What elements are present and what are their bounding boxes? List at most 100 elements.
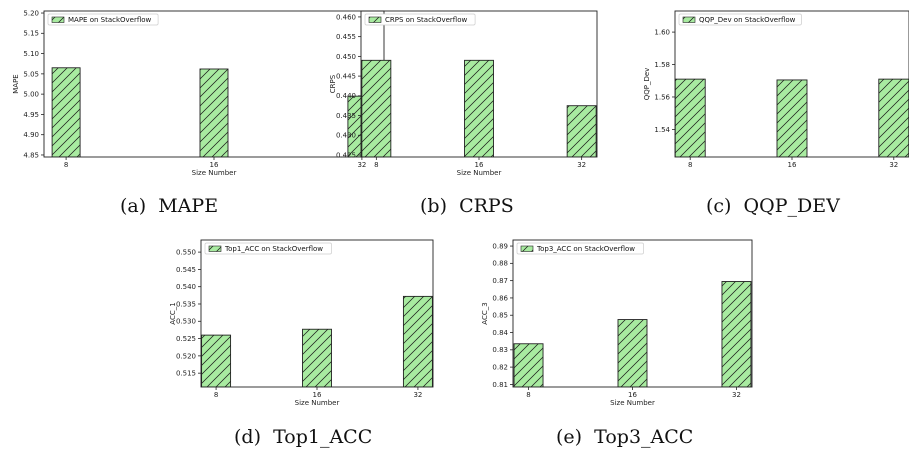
y-tick-label: 0.450: [336, 53, 356, 61]
subplot-4: 0.515 0.520 0.525 0.530 0.535 0.540 0.545 0.550…: [169, 239, 434, 448]
x-axis-label: Size Number: [610, 399, 655, 407]
y-tick-label: 1.56: [654, 93, 670, 101]
y-tick-label: 0.82: [492, 364, 508, 372]
bars: [361, 59, 597, 157]
y-axis-label: CRPS: [329, 74, 337, 93]
legend: QQP_Dev on StackOverflow: [678, 13, 802, 26]
x-tick-label: 32: [413, 391, 422, 399]
y-tick-label: 0.430: [336, 132, 356, 140]
bar-8: [675, 78, 706, 157]
legend-label: QQP_Dev on StackOverflow: [699, 16, 796, 24]
legend-box: [678, 13, 802, 26]
bar-32: [402, 295, 433, 387]
legend-swatch: [682, 16, 696, 23]
subfigure-caption: (e) Top3_ACC: [556, 426, 693, 448]
y-tick-label: 0.85: [492, 312, 508, 320]
x-tick-label: 16: [475, 161, 484, 169]
bars: [513, 281, 752, 387]
bar-16: [617, 319, 648, 387]
bar-32: [566, 105, 597, 157]
x-axis-label: Size Number: [192, 169, 237, 177]
subplot-3: 1.54 1.56 1.58 1.60 8 16 32 QQP_Dev QQP_Dev on S…: [643, 10, 909, 217]
bar-16: [199, 68, 229, 157]
x-tick-label: 16: [628, 391, 637, 399]
legend-box: [47, 13, 159, 26]
x-tick-label: 8: [688, 161, 692, 169]
y-axis-label: ACC_1: [169, 302, 177, 324]
y-tick-label: 0.520: [176, 352, 196, 360]
x-tick-label: 32: [889, 161, 898, 169]
y-tick-label: 0.425: [336, 151, 356, 159]
bar-16: [776, 79, 808, 157]
y-tick-label: 4.90: [23, 131, 39, 139]
legend: MAPE on StackOverflow: [47, 13, 159, 26]
legend-swatch: [51, 16, 65, 23]
y-tick-label: 4.85: [23, 151, 39, 159]
y-tick-label: 0.88: [492, 260, 508, 268]
x-tick-label: 8: [214, 391, 218, 399]
y-tick-label: 1.60: [654, 28, 670, 36]
y-tick-label: 0.87: [492, 277, 508, 285]
y-tick-label: 5.10: [23, 50, 39, 58]
y-tick-label: 0.550: [176, 249, 196, 257]
legend-label: Top1_ACC on StackOverflow: [224, 245, 323, 253]
y-axis-label: MAPE: [12, 74, 20, 93]
y-tick-label: 0.86: [492, 294, 508, 302]
legend-swatch: [368, 16, 382, 23]
y-tick-label: 1.58: [654, 61, 670, 69]
y-tick-label: 0.540: [176, 283, 196, 291]
legend-label: MAPE on StackOverflow: [68, 16, 152, 24]
bars: [675, 78, 909, 157]
y-tick-label: 1.54: [654, 126, 670, 134]
x-tick-label: 32: [732, 391, 741, 399]
y-tick-label: 4.95: [23, 111, 39, 119]
subfigure-caption: (d) Top1_ACC: [234, 426, 372, 448]
y-tick-label: 0.530: [176, 318, 196, 326]
y-tick-label: 0.525: [176, 335, 196, 343]
bar-16: [464, 59, 494, 157]
y-tick-label: 5.05: [23, 70, 39, 78]
x-tick-label: 16: [788, 161, 797, 169]
x-tick-label: 16: [313, 391, 322, 399]
x-tick-label: 16: [210, 161, 219, 169]
y-tick-label: 5.00: [23, 91, 39, 99]
subfigure-caption: (a) MAPE: [120, 195, 218, 217]
bars: [201, 295, 433, 387]
y-tick-label: 5.15: [23, 30, 39, 38]
x-tick-label: 8: [374, 161, 378, 169]
y-tick-label: 0.440: [336, 92, 356, 100]
bar-32: [721, 281, 752, 387]
y-tick-label: 0.89: [492, 242, 508, 250]
x-axis-label: Size Number: [457, 169, 502, 177]
x-tick-label: 32: [357, 161, 366, 169]
subfigure-caption: (c) QQP_DEV: [706, 195, 840, 217]
x-tick-label: 32: [577, 161, 586, 169]
legend-swatch: [208, 245, 222, 252]
y-tick-label: 0.81: [492, 381, 508, 389]
legend-label: Top3_ACC on StackOverflow: [536, 245, 635, 253]
bar-8: [513, 343, 544, 387]
y-tick-label: 0.445: [336, 73, 356, 81]
bar-8: [201, 334, 232, 387]
subplot-1: 4.85 4.90 4.95 5.00 5.05 5.10 5.15 5.20 8 16 32 Siz…: [12, 9, 385, 217]
bar-32: [878, 78, 909, 157]
y-tick-label: 0.460: [336, 13, 356, 21]
legend-box: [516, 242, 644, 255]
subplot-2: 0.425 0.430 0.435 0.440 0.445 0.450 0.455 0.460…: [329, 10, 598, 217]
legend-label: CRPS on StackOverflow: [385, 16, 467, 24]
y-tick-label: 0.84: [492, 329, 508, 337]
y-tick-label: 0.545: [176, 266, 196, 274]
y-tick-label: 5.20: [23, 9, 39, 17]
y-tick-label: 0.455: [336, 33, 356, 41]
y-tick-label: 0.535: [176, 300, 196, 308]
y-axis-label: ACC_3: [481, 302, 489, 324]
legend: Top1_ACC on StackOverflow: [204, 242, 332, 255]
y-axis-label: QQP_Dev: [643, 68, 651, 101]
legend: Top3_ACC on StackOverflow: [516, 242, 644, 255]
bar-16: [302, 328, 332, 387]
x-axis-label: Size Number: [295, 399, 340, 407]
y-tick-label: 0.515: [176, 370, 196, 378]
legend: CRPS on StackOverflow: [364, 13, 476, 26]
legend-box: [204, 242, 332, 255]
